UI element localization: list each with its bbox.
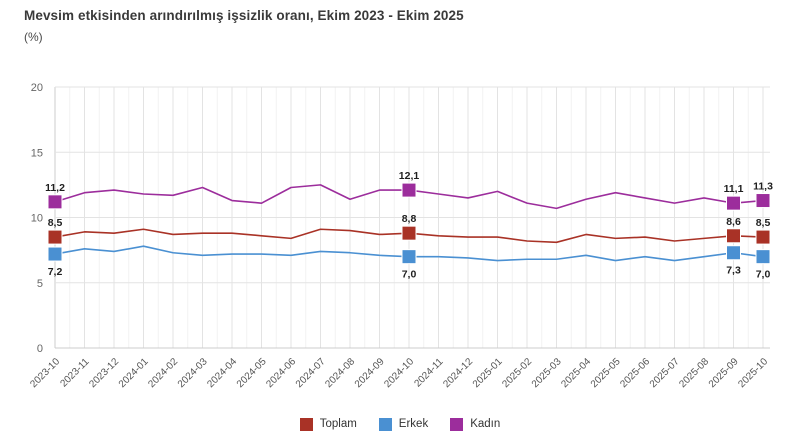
y-axis-tick-label: 10 (31, 213, 43, 225)
data-value-label: 7,0 (402, 269, 417, 281)
x-axis-tick-label: 2025-07 (648, 356, 682, 390)
x-axis-tick-label: 2024-06 (264, 356, 298, 390)
x-axis-tick-label: 2024-05 (235, 356, 269, 390)
data-value-label: 8,5 (756, 217, 771, 229)
x-axis-tick-label: 2024-09 (353, 356, 387, 390)
chart-legend: Toplam Erkek Kadın (0, 410, 800, 438)
data-marker-erkek[interactable] (726, 245, 741, 261)
x-axis-tick-label: 2024-07 (294, 356, 328, 390)
data-value-label: 8,5 (48, 217, 63, 229)
erkek-swatch-icon (378, 417, 392, 431)
legend-label-toplam: Toplam (319, 418, 357, 430)
data-marker-toplam[interactable] (47, 229, 63, 245)
data-marker-erkek[interactable] (401, 249, 417, 265)
x-axis-tick-label: 2024-12 (441, 356, 475, 390)
data-marker-erkek[interactable] (47, 246, 63, 262)
data-value-label: 12,1 (399, 170, 420, 182)
data-value-label: 11,1 (724, 183, 744, 195)
x-axis-tick-label: 2024-02 (146, 356, 180, 390)
x-axis-tick-label: 2025-03 (530, 356, 564, 390)
x-axis-tick-label: 2025-06 (618, 356, 652, 390)
y-axis-tick-label: 5 (37, 278, 43, 290)
toplam-swatch-icon (299, 417, 313, 431)
chart-header: Mevsim etkisinden arındırılmış işsizlik … (24, 8, 776, 44)
data-value-label: 11,3 (753, 181, 773, 193)
legend-label-erkek: Erkek (398, 418, 429, 430)
y-axis-tick-label: 0 (37, 343, 43, 355)
data-marker-toplam[interactable] (726, 228, 741, 244)
legend-item-erkek[interactable]: Erkek (378, 417, 429, 431)
data-value-label: 7,2 (48, 266, 63, 278)
chart-area: 0 5 10 15 20 2023-10 2023-11 2023-12 2024-01 2024… (0, 60, 800, 410)
x-axis-tick-label: 2024-01 (117, 356, 151, 390)
chart-unit-label: (%) (24, 30, 43, 44)
data-value-label: 8,6 (726, 216, 741, 228)
data-marker-kadın[interactable] (47, 194, 63, 210)
data-marker-kadın[interactable] (726, 195, 741, 211)
x-axis-tick-label: 2024-11 (412, 356, 446, 390)
line-chart-svg: 051015202023-102023-112023-122024-012024… (28, 82, 773, 390)
x-axis-tick-label: 2024-08 (323, 356, 357, 390)
data-marker-kadın[interactable] (755, 193, 771, 209)
data-value-label: 7,3 (726, 265, 741, 277)
x-axis-tick-label: 2023-11 (58, 356, 92, 390)
chart-title: Mevsim etkisinden arındırılmış işsizlik … (24, 8, 464, 23)
x-axis-tick-label: 2025-01 (471, 356, 505, 390)
x-axis-tick-label: 2024-10 (382, 356, 416, 390)
data-marker-toplam[interactable] (755, 229, 771, 245)
kadin-swatch-icon (450, 417, 464, 431)
data-marker-erkek[interactable] (755, 249, 771, 265)
x-axis-tick-label: 2025-02 (500, 356, 534, 390)
data-value-label: 11,2 (45, 182, 65, 194)
x-axis-tick-label: 2023-10 (28, 356, 62, 390)
data-marker-toplam[interactable] (401, 225, 417, 241)
legend-label-kadin: Kadın (470, 418, 501, 430)
x-axis-tick-label: 2023-12 (87, 356, 121, 390)
x-axis-tick-label: 2025-04 (559, 356, 593, 390)
x-axis-tick-label: 2025-05 (589, 356, 623, 390)
x-axis-tick-label: 2025-09 (707, 356, 741, 390)
y-axis-tick-label: 20 (31, 82, 43, 94)
legend-item-toplam[interactable]: Toplam (299, 417, 357, 431)
data-value-label: 8,8 (402, 213, 417, 225)
legend-item-kadin[interactable]: Kadın (450, 417, 501, 431)
data-marker-kadın[interactable] (401, 182, 417, 198)
x-axis-tick-label: 2024-04 (205, 356, 239, 390)
x-axis-tick-label: 2025-10 (736, 356, 770, 390)
data-value-label: 7,0 (756, 269, 771, 281)
x-axis-tick-label: 2024-03 (176, 356, 210, 390)
x-axis-tick-label: 2025-08 (677, 356, 711, 390)
y-axis-tick-label: 15 (31, 147, 43, 159)
